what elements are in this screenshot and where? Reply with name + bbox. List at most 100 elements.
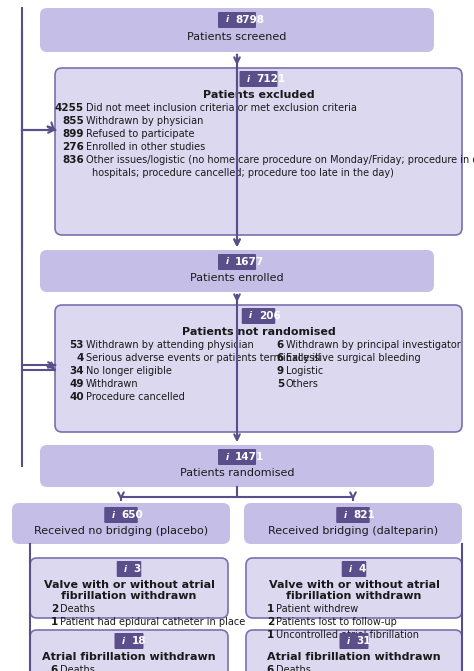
Text: Atrial fibrillation withdrawn: Atrial fibrillation withdrawn bbox=[267, 652, 441, 662]
Text: 6: 6 bbox=[51, 665, 58, 671]
Text: Serious adverse events or patients terminally ill: Serious adverse events or patients termi… bbox=[86, 353, 320, 363]
Text: Patient had epidural catheter in place: Patient had epidural catheter in place bbox=[60, 617, 245, 627]
Text: 5: 5 bbox=[277, 379, 284, 389]
Text: 1: 1 bbox=[267, 604, 274, 614]
Text: Patients not randomised: Patients not randomised bbox=[182, 327, 336, 337]
Text: hospitals; procedure cancelled; procedure too late in the day): hospitals; procedure cancelled; procedur… bbox=[92, 168, 394, 178]
Text: 1677: 1677 bbox=[235, 257, 264, 267]
Text: 821: 821 bbox=[353, 510, 375, 520]
FancyBboxPatch shape bbox=[239, 71, 277, 87]
Text: 9: 9 bbox=[277, 366, 284, 376]
Text: 31: 31 bbox=[356, 636, 371, 646]
Text: Patients screened: Patients screened bbox=[187, 32, 287, 42]
FancyBboxPatch shape bbox=[246, 630, 462, 671]
Text: Withdrawn by physician: Withdrawn by physician bbox=[86, 116, 203, 126]
Text: Patient withdrew: Patient withdrew bbox=[276, 604, 358, 614]
FancyBboxPatch shape bbox=[246, 558, 462, 618]
Text: Valve with or without atrial: Valve with or without atrial bbox=[269, 580, 439, 590]
Text: i: i bbox=[349, 564, 352, 574]
Text: Logistic: Logistic bbox=[286, 366, 323, 376]
Text: i: i bbox=[347, 637, 350, 646]
Text: i: i bbox=[122, 637, 125, 646]
Text: 855: 855 bbox=[62, 116, 84, 126]
Text: fibrillation withdrawn: fibrillation withdrawn bbox=[286, 591, 422, 601]
Text: 1: 1 bbox=[267, 630, 274, 640]
Text: Withdrawn: Withdrawn bbox=[86, 379, 138, 389]
Text: 6: 6 bbox=[267, 665, 274, 671]
Text: Refused to participate: Refused to participate bbox=[86, 129, 194, 139]
Text: i: i bbox=[344, 511, 347, 519]
Text: 4255: 4255 bbox=[55, 103, 84, 113]
FancyBboxPatch shape bbox=[104, 507, 138, 523]
FancyBboxPatch shape bbox=[242, 308, 275, 324]
Text: 899: 899 bbox=[63, 129, 84, 139]
Text: i: i bbox=[247, 74, 250, 83]
Text: Procedure cancelled: Procedure cancelled bbox=[86, 392, 185, 402]
Text: 206: 206 bbox=[259, 311, 281, 321]
Text: Received bridging (dalteparin): Received bridging (dalteparin) bbox=[268, 525, 438, 535]
Text: i: i bbox=[226, 452, 228, 462]
FancyBboxPatch shape bbox=[218, 254, 256, 270]
Text: i: i bbox=[226, 15, 228, 25]
FancyBboxPatch shape bbox=[40, 250, 434, 292]
Text: 1471: 1471 bbox=[235, 452, 264, 462]
Text: 2: 2 bbox=[51, 604, 58, 614]
Text: 4: 4 bbox=[359, 564, 366, 574]
Text: 49: 49 bbox=[70, 379, 84, 389]
Text: 1: 1 bbox=[51, 617, 58, 627]
Text: Others: Others bbox=[286, 379, 319, 389]
Text: 3: 3 bbox=[134, 564, 141, 574]
Text: Deaths: Deaths bbox=[276, 665, 311, 671]
FancyBboxPatch shape bbox=[55, 305, 462, 432]
FancyBboxPatch shape bbox=[244, 503, 462, 544]
Text: Received no bridging (placebo): Received no bridging (placebo) bbox=[34, 525, 208, 535]
Text: 6: 6 bbox=[277, 340, 284, 350]
Text: Patients randomised: Patients randomised bbox=[180, 468, 294, 478]
FancyBboxPatch shape bbox=[339, 633, 368, 649]
Text: No longer eligible: No longer eligible bbox=[86, 366, 172, 376]
Text: Did not meet inclusion criteria or met exclusion criteria: Did not meet inclusion criteria or met e… bbox=[86, 103, 357, 113]
FancyBboxPatch shape bbox=[336, 507, 370, 523]
Text: 34: 34 bbox=[69, 366, 84, 376]
Text: 650: 650 bbox=[121, 510, 143, 520]
Text: Atrial fibrillation withdrawn: Atrial fibrillation withdrawn bbox=[42, 652, 216, 662]
FancyBboxPatch shape bbox=[115, 633, 144, 649]
Text: i: i bbox=[249, 311, 252, 321]
Text: 18: 18 bbox=[131, 636, 146, 646]
Text: Patients excluded: Patients excluded bbox=[203, 90, 314, 100]
Text: 7121: 7121 bbox=[256, 74, 286, 84]
Text: Patients lost to follow-up: Patients lost to follow-up bbox=[276, 617, 397, 627]
Text: 6: 6 bbox=[277, 353, 284, 363]
Text: 53: 53 bbox=[70, 340, 84, 350]
Text: Valve with or without atrial: Valve with or without atrial bbox=[44, 580, 214, 590]
Text: Withdrawn by attending physician: Withdrawn by attending physician bbox=[86, 340, 254, 350]
FancyBboxPatch shape bbox=[12, 503, 230, 544]
Text: Other issues/logistic (no home care procedure on Monday/Friday; procedure in oth: Other issues/logistic (no home care proc… bbox=[86, 155, 474, 165]
FancyBboxPatch shape bbox=[30, 630, 228, 671]
Text: Uncontrolled atrial fibrillation: Uncontrolled atrial fibrillation bbox=[276, 630, 419, 640]
FancyBboxPatch shape bbox=[117, 561, 141, 577]
Text: i: i bbox=[124, 564, 128, 574]
Text: 40: 40 bbox=[69, 392, 84, 402]
FancyBboxPatch shape bbox=[218, 449, 256, 465]
FancyBboxPatch shape bbox=[342, 561, 366, 577]
FancyBboxPatch shape bbox=[40, 8, 434, 52]
FancyBboxPatch shape bbox=[30, 558, 228, 618]
Text: 4: 4 bbox=[77, 353, 84, 363]
Text: i: i bbox=[226, 258, 228, 266]
Text: Deaths: Deaths bbox=[60, 604, 95, 614]
FancyBboxPatch shape bbox=[218, 12, 256, 28]
Text: Enrolled in other studies: Enrolled in other studies bbox=[86, 142, 205, 152]
Text: Deaths: Deaths bbox=[60, 665, 95, 671]
Text: Excessive surgical bleeding: Excessive surgical bleeding bbox=[286, 353, 420, 363]
Text: Patients enrolled: Patients enrolled bbox=[190, 273, 284, 283]
Text: Withdrawn by principal investigator: Withdrawn by principal investigator bbox=[286, 340, 461, 350]
FancyBboxPatch shape bbox=[55, 68, 462, 235]
Text: 836: 836 bbox=[62, 155, 84, 165]
FancyBboxPatch shape bbox=[40, 445, 434, 487]
Text: i: i bbox=[112, 511, 115, 519]
Text: fibrillation withdrawn: fibrillation withdrawn bbox=[61, 591, 197, 601]
Text: 276: 276 bbox=[62, 142, 84, 152]
Text: 2: 2 bbox=[267, 617, 274, 627]
Text: 8798: 8798 bbox=[235, 15, 264, 25]
